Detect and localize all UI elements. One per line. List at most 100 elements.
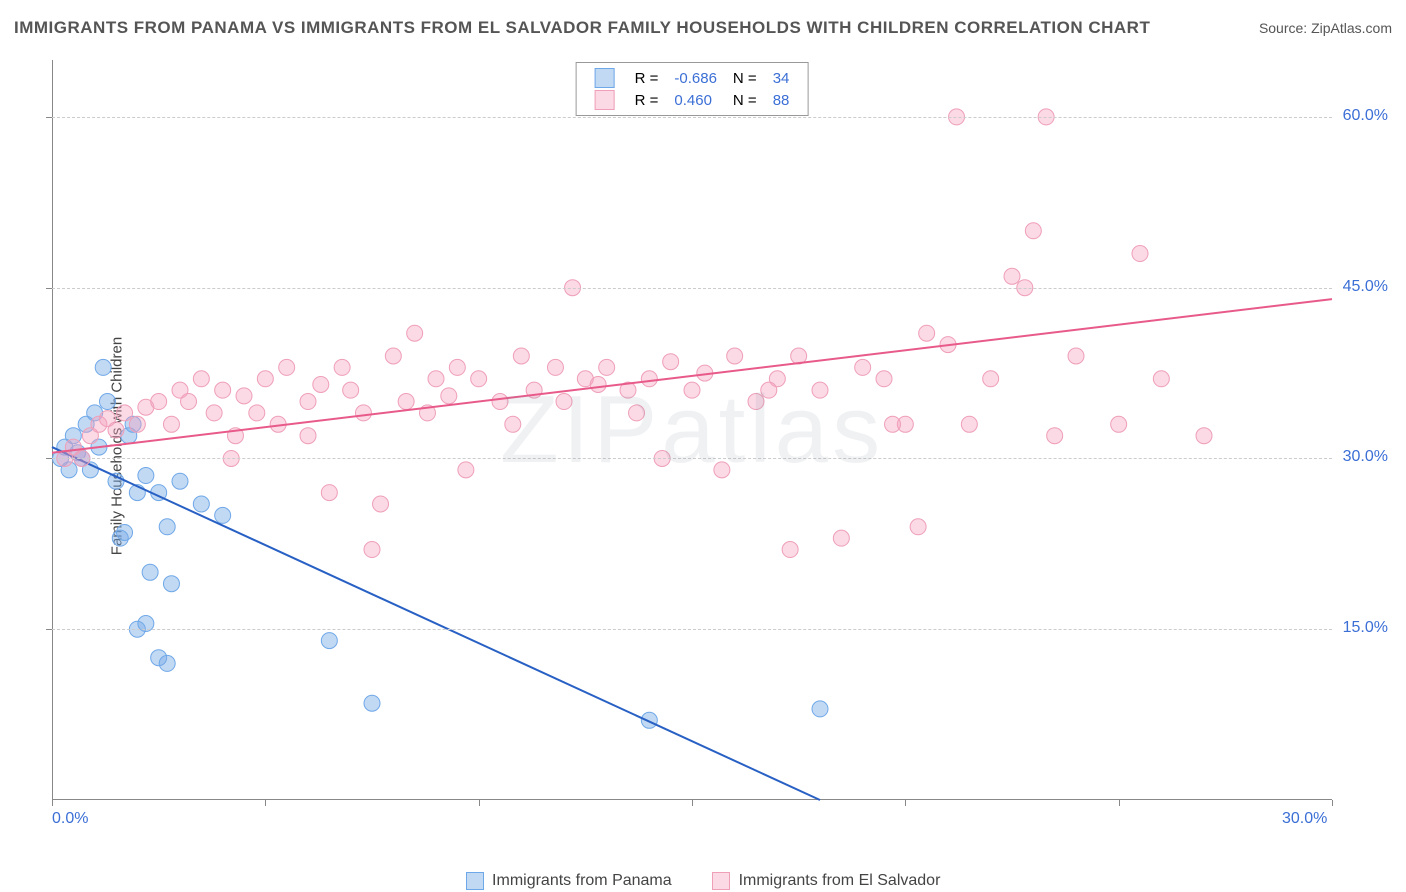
data-point [761, 382, 777, 398]
trend-line [52, 447, 820, 800]
data-point [181, 394, 197, 410]
x-tick [1332, 800, 1333, 806]
x-tick [1119, 800, 1120, 806]
x-tick [692, 800, 693, 806]
legend-n-value: 34 [765, 67, 798, 89]
data-point [364, 695, 380, 711]
legend-item-label: Immigrants from Panama [492, 872, 672, 889]
data-point [108, 422, 124, 438]
data-point [492, 394, 508, 410]
data-point [727, 348, 743, 364]
data-point [321, 485, 337, 501]
data-point [641, 712, 657, 728]
legend-row: R = -0.686 N = 34 [587, 67, 798, 89]
data-point [159, 519, 175, 535]
legend-n-label: N = [725, 89, 765, 111]
data-point [95, 359, 111, 375]
data-point [1068, 348, 1084, 364]
data-point [458, 462, 474, 478]
chart-header: IMMIGRANTS FROM PANAMA VS IMMIGRANTS FRO… [14, 18, 1392, 38]
data-point [1004, 268, 1020, 284]
data-point [833, 530, 849, 546]
x-tick-label: 30.0% [1282, 810, 1327, 828]
data-point [163, 576, 179, 592]
trend-line [52, 299, 1332, 453]
data-point [782, 542, 798, 558]
legend-n-value: 88 [765, 89, 798, 111]
legend-n-label: N = [725, 67, 765, 89]
data-point [215, 507, 231, 523]
data-point [641, 371, 657, 387]
data-point [99, 394, 115, 410]
grid-line [52, 458, 1332, 459]
data-point [590, 376, 606, 392]
data-point [398, 394, 414, 410]
grid-line [52, 117, 1332, 118]
data-point [343, 382, 359, 398]
data-point [300, 428, 316, 444]
data-point [961, 416, 977, 432]
data-point [249, 405, 265, 421]
x-tick [52, 800, 53, 806]
data-point [236, 388, 252, 404]
data-point [663, 354, 679, 370]
legend-r-value: -0.686 [666, 67, 725, 89]
y-tick-label: 15.0% [1343, 619, 1388, 637]
data-point [812, 382, 828, 398]
data-point [513, 348, 529, 364]
data-point [885, 416, 901, 432]
data-point [142, 564, 158, 580]
data-point [321, 633, 337, 649]
legend-r-label: R = [627, 89, 667, 111]
legend-swatch-icon [712, 872, 730, 890]
data-point [138, 468, 154, 484]
data-point [172, 473, 188, 489]
data-point [159, 655, 175, 671]
legend-swatch-icon [466, 872, 484, 890]
data-point [714, 462, 730, 478]
data-point [629, 405, 645, 421]
legend-swatch-icon [595, 68, 615, 88]
grid-line [52, 629, 1332, 630]
data-point [599, 359, 615, 375]
data-point [334, 359, 350, 375]
data-point [748, 394, 764, 410]
data-point [449, 359, 465, 375]
source-label: Source: ZipAtlas.com [1259, 20, 1392, 36]
data-point [876, 371, 892, 387]
data-point [151, 394, 167, 410]
data-point [556, 394, 572, 410]
scatter-svg [52, 60, 1332, 800]
data-point [117, 524, 133, 540]
legend-r-value: 0.460 [666, 89, 725, 111]
legend-r-label: R = [627, 67, 667, 89]
data-point [1047, 428, 1063, 444]
x-tick-label: 0.0% [52, 810, 88, 828]
legend-row: R = 0.460 N = 88 [587, 89, 798, 111]
data-point [193, 371, 209, 387]
data-point [279, 359, 295, 375]
data-point [1111, 416, 1127, 432]
data-point [547, 359, 563, 375]
data-point [983, 371, 999, 387]
data-point [1196, 428, 1212, 444]
data-point [193, 496, 209, 512]
legend-correlation: R = -0.686 N = 34 R = 0.460 N = 88 [576, 62, 809, 116]
data-point [910, 519, 926, 535]
data-point [428, 371, 444, 387]
data-point [364, 542, 380, 558]
legend-item: Immigrants from Panama [466, 872, 677, 889]
data-point [1153, 371, 1169, 387]
data-point [313, 376, 329, 392]
data-point [215, 382, 231, 398]
data-point [163, 416, 179, 432]
data-point [684, 382, 700, 398]
y-tick-label: 30.0% [1343, 448, 1388, 466]
legend-series: Immigrants from Panama Immigrants from E… [0, 872, 1406, 890]
data-point [129, 416, 145, 432]
data-point [1025, 223, 1041, 239]
chart-plot-area: R = -0.686 N = 34 R = 0.460 N = 88 ZIPat… [52, 60, 1332, 800]
legend-item-label: Immigrants from El Salvador [739, 872, 941, 889]
x-tick [479, 800, 480, 806]
data-point [505, 416, 521, 432]
